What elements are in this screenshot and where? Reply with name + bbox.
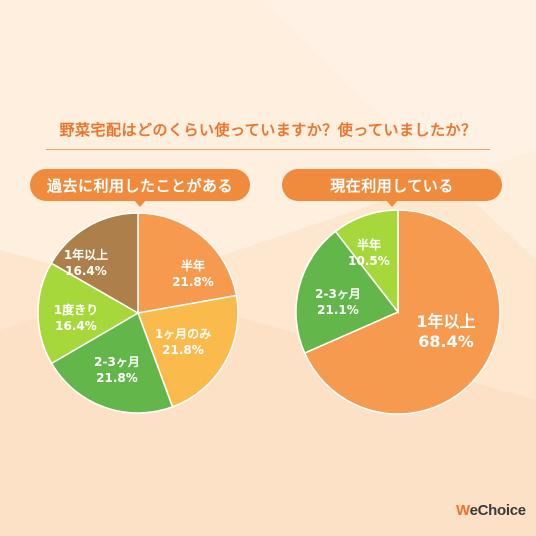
pie-slice [50,212,139,315]
past-users-header: 過去に利用したことがある [30,169,250,207]
pie-slice [334,209,399,315]
slice-value: 21.1% [317,303,359,317]
pie-slice [303,209,501,415]
slice-value: 16.4% [65,264,107,278]
slice-label: 半年 [357,237,381,252]
slice-value: 68.4% [418,332,474,351]
slice-value: 21.8% [172,275,214,289]
slice-value: 16.4% [55,319,97,333]
pie-slice [295,230,400,355]
pie-slice [37,262,140,365]
slice-label: 2-3ヶ月 [315,287,361,301]
slice-value: 10.5% [348,254,390,268]
slice-value: 21.8% [96,371,138,385]
past-users-pie: 半年 21.8% 1ヶ月のみ 21.8% 2-3ヶ月 21.8% 1度きり 16.4% 1年以上… [37,212,239,414]
slice-label: 1年以上 [64,247,108,262]
slice-label: 半年 [181,258,205,273]
survey-question-title: 野菜宅配はどのくらい使っていますか？使っていましたか？ [59,121,477,139]
slice-label: 2-3ヶ月 [94,355,140,369]
pie-slice [137,212,238,314]
pie-slice [50,311,174,414]
slice-label: 1度きり [54,302,98,317]
current-users-header: 現在利用している [282,169,502,207]
title-divider [46,149,490,150]
slice-label: 1年以上 [416,312,475,331]
wechoice-logo: WeChoice [456,502,526,519]
slice-value: 21.8% [162,343,204,357]
slice-label: 1ヶ月のみ [155,327,211,341]
